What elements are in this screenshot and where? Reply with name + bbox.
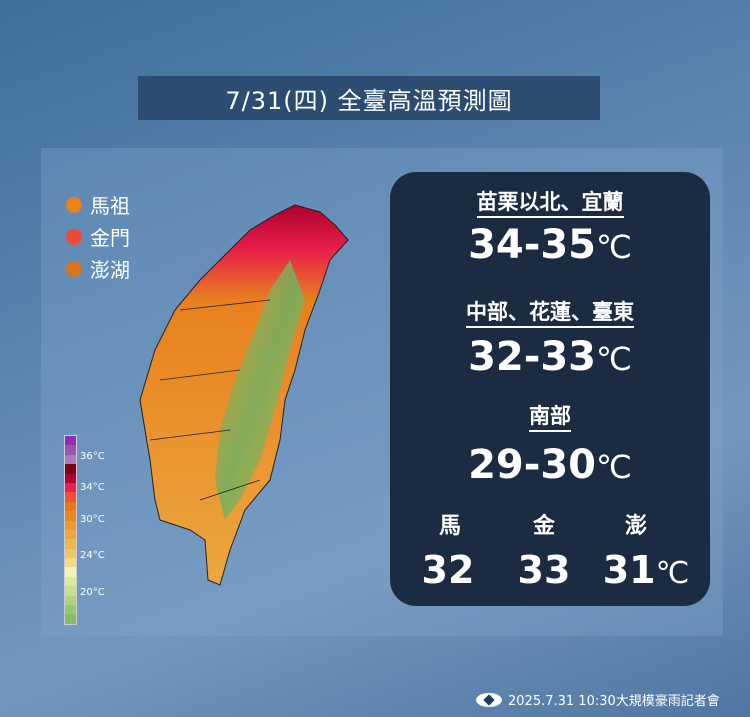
footer-text: 2025.7.31 10:30大規模豪雨記者會 bbox=[508, 694, 720, 709]
region-name: 苗栗以北、宜蘭 bbox=[390, 186, 710, 218]
legend-swatch bbox=[65, 492, 76, 502]
cwa-logo-icon bbox=[476, 692, 502, 707]
forecast-box: 苗栗以北、宜蘭 34-35℃ 中部、花蓮、臺東 32-33℃ 南部 29-30℃… bbox=[390, 172, 710, 606]
legend-swatch bbox=[65, 445, 76, 455]
temperature-legend bbox=[64, 435, 77, 625]
region-temp: 34-35℃ bbox=[468, 222, 632, 268]
legend-swatch bbox=[65, 605, 76, 615]
island-matsu: 馬祖 bbox=[66, 190, 130, 219]
outlying-temp: 31℃ bbox=[602, 548, 690, 592]
island-kinmen: 金門 bbox=[66, 222, 130, 251]
region-name: 南部 bbox=[390, 400, 710, 432]
legend-swatch bbox=[65, 482, 76, 493]
island-penghu: 澎湖 bbox=[66, 254, 130, 283]
kinmen-dot bbox=[66, 228, 82, 245]
taiwan-temperature-map bbox=[139, 204, 349, 586]
legend-swatch bbox=[65, 567, 76, 577]
outlying-temp: 32 bbox=[421, 548, 475, 592]
legend-label: 30°C bbox=[80, 514, 105, 525]
legend-label: 24°C bbox=[80, 550, 105, 561]
outlying-temp: 33 bbox=[517, 548, 571, 592]
legend-swatch bbox=[65, 436, 76, 446]
legend-label: 34°C bbox=[80, 482, 105, 493]
legend-label: 20°C bbox=[80, 587, 105, 598]
region-temp: 29-30℃ bbox=[468, 442, 632, 488]
legend-swatch bbox=[65, 586, 76, 596]
legend-swatch bbox=[65, 529, 76, 540]
legend-label: 36°C bbox=[80, 451, 105, 462]
legend-swatch bbox=[65, 548, 76, 559]
island-label: 馬祖 bbox=[90, 194, 130, 218]
matsu-dot bbox=[66, 196, 82, 213]
legend-swatch bbox=[65, 558, 76, 568]
footer: 2025.7.31 10:30大規模豪雨記者會 bbox=[476, 690, 720, 709]
legend-swatch bbox=[65, 454, 76, 465]
legend-swatch bbox=[65, 614, 76, 624]
region-name: 中部、花蓮、臺東 bbox=[390, 296, 710, 328]
outlying-name: 澎 bbox=[624, 514, 647, 539]
legend-swatch bbox=[65, 539, 76, 549]
legend-swatch bbox=[65, 520, 76, 530]
legend-swatch bbox=[65, 511, 76, 521]
penghu-dot bbox=[66, 260, 82, 277]
island-label: 澎湖 bbox=[90, 258, 130, 282]
legend-swatch bbox=[65, 501, 76, 512]
legend-swatch bbox=[65, 464, 76, 474]
central-mountains bbox=[215, 260, 305, 520]
outlying-name: 金 bbox=[532, 514, 555, 539]
island-label: 金門 bbox=[90, 226, 130, 250]
legend-swatch bbox=[65, 595, 76, 606]
page-title: 7/31(四) 全臺高溫預測圖 bbox=[138, 76, 600, 120]
outlying-name: 馬 bbox=[438, 514, 461, 539]
legend-swatch bbox=[65, 473, 76, 483]
legend-swatch bbox=[65, 576, 76, 587]
region-temp: 32-33℃ bbox=[468, 334, 632, 380]
